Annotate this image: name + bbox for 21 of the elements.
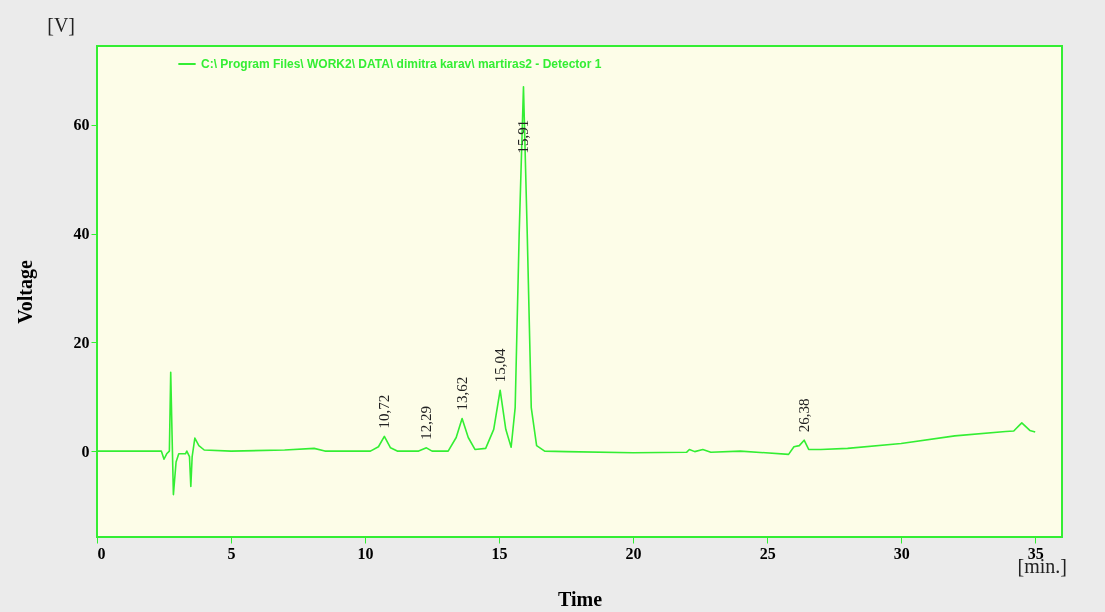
x-tick-label: 5 xyxy=(227,544,236,562)
y-tick-label: 0 xyxy=(81,442,90,460)
annotation: 12,29 xyxy=(418,406,435,440)
annotation: 15,91 xyxy=(515,119,532,154)
x-axis-title: Time xyxy=(557,587,603,610)
y-axis-title: Voltage xyxy=(13,260,37,324)
annotation: 26,38 xyxy=(796,398,813,433)
x-tick-label: 0 xyxy=(97,544,106,562)
annotation: 15,04 xyxy=(492,347,509,383)
x-tick-label: 25 xyxy=(759,544,776,562)
legend-label: C:\ Program Files\ WORK2\ DATA\ dimitra karav\ martiras2 - Detector 1 xyxy=(201,57,602,71)
y-tick-label: 20 xyxy=(73,333,90,351)
annotation: 10,72 xyxy=(376,394,393,429)
x-tick-label: 15 xyxy=(491,544,508,562)
annotation: 13,62 xyxy=(454,376,471,411)
y-tick-label: 40 xyxy=(73,225,90,243)
y-tick-label: 60 xyxy=(73,116,90,134)
x-tick-label: 30 xyxy=(893,544,910,562)
x-tick-label: 10 xyxy=(357,544,374,562)
x-tick-label: 20 xyxy=(625,544,642,562)
text: [V] xyxy=(47,14,75,36)
